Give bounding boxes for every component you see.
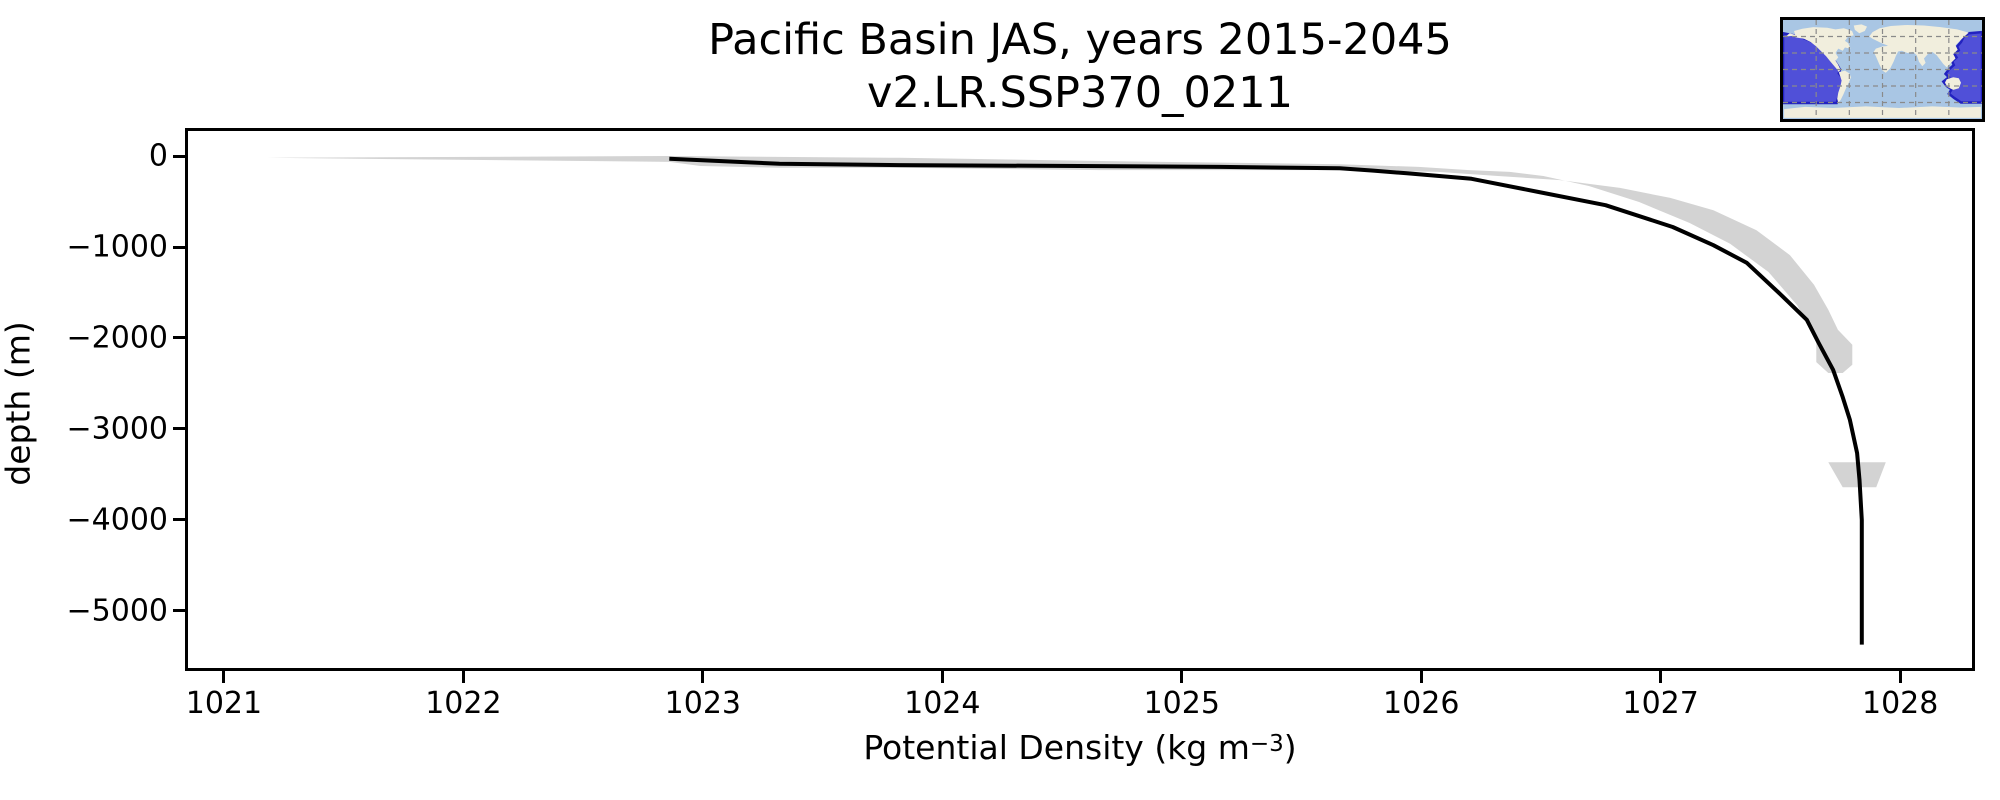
y-tick-mark [173,245,185,249]
x-tick-label: 1024 [904,686,981,721]
chart-title-line1: Pacific Basin JAS, years 2015-2045 [708,15,1452,65]
y-axis-label: depth (m) [0,321,38,486]
y-tick-label: −5000 [66,593,168,629]
chart-title: Pacific Basin JAS, years 2015-2045 v2.LR… [188,14,1972,120]
x-tick-label: 1021 [185,686,263,721]
x-tick-label: 1023 [664,686,742,721]
x-tick-mark [1659,671,1663,683]
y-tick-mark [173,609,185,613]
y-tick-label: −4000 [66,502,168,538]
y-tick-label: 0 [148,138,168,174]
plot-area [185,128,1975,671]
x-tick-mark [701,671,705,683]
x-tick-mark [1898,671,1902,683]
y-tick-label: −1000 [66,229,168,265]
x-tick-label: 1028 [1861,686,1939,721]
map-gridlines [1783,20,1982,119]
x-tick-mark [1419,671,1423,683]
world-map-icon [1783,20,1982,119]
y-tick-mark [173,518,185,522]
x-tick-label: 1025 [1143,686,1220,721]
x-axis-label-exponent: −3 [1249,731,1284,757]
y-tick-label: −3000 [66,411,168,447]
x-tick-mark [940,671,944,683]
x-tick-label: 1026 [1383,686,1460,721]
profile-line [669,156,1864,645]
pacific-basin-inset-map [1780,17,1985,122]
x-tick-label: 1027 [1622,686,1699,721]
y-tick-label: −2000 [66,320,168,356]
x-axis-label: Potential Density (kg m−3) [188,728,1972,767]
chart-title-line2: v2.LR.SSP370_0211 [867,68,1293,118]
map-land [1784,24,1981,118]
x-tick-mark [222,671,226,683]
y-tick-mark [173,427,185,431]
x-tick-label: 1022 [425,686,502,721]
profile-plot-canvas [267,156,1886,645]
x-axis-label-text: Potential Density (kg m [863,728,1250,767]
x-tick-mark [1180,671,1184,683]
y-tick-mark [173,154,185,158]
uncertainty-band-0 [267,156,1853,373]
y-tick-mark [173,336,185,340]
x-axis-label-close: ) [1283,728,1297,767]
x-tick-mark [461,671,465,683]
